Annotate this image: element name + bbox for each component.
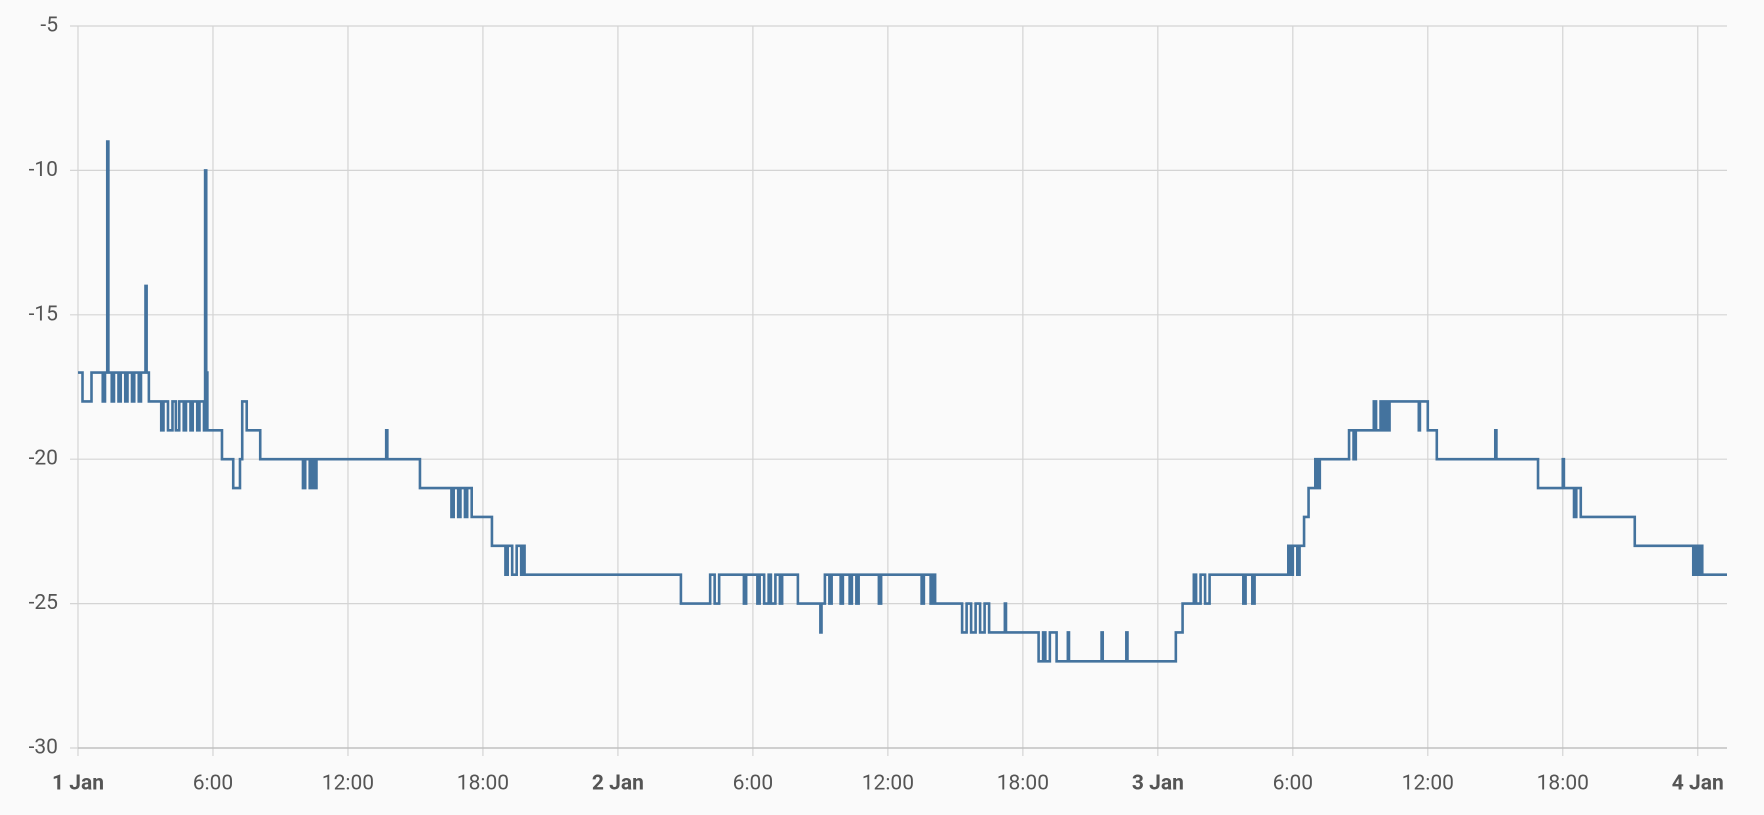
x-tick-label: 12:00 — [322, 772, 374, 796]
x-tick-label: 4 Jan — [1672, 772, 1724, 796]
x-tick-label: 6:00 — [1273, 772, 1314, 796]
x-tick-label: 3 Jan — [1132, 772, 1184, 796]
x-tick-label: 18:00 — [1537, 772, 1589, 796]
y-tick-label: -10 — [29, 158, 58, 182]
y-tick-label: -25 — [29, 591, 58, 615]
x-tick-label: 18:00 — [997, 772, 1049, 796]
x-tick-label: 1 Jan — [52, 772, 104, 796]
x-tick-label: 2 Jan — [592, 772, 644, 796]
x-tick-label: 6:00 — [733, 772, 774, 796]
y-tick-label: -30 — [29, 736, 58, 760]
x-tick-label: 6:00 — [193, 772, 234, 796]
y-tick-label: -15 — [29, 302, 58, 326]
y-tick-label: -5 — [40, 14, 58, 38]
x-tick-label: 18:00 — [457, 772, 509, 796]
x-tick-label: 12:00 — [1402, 772, 1454, 796]
x-tick-label: 12:00 — [862, 772, 914, 796]
data-line — [78, 140, 1727, 663]
y-tick-label: -20 — [29, 447, 58, 471]
